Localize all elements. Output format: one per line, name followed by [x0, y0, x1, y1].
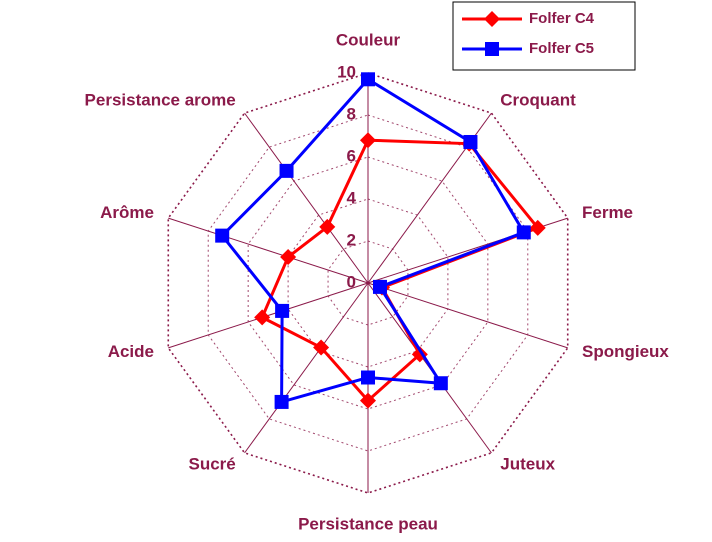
category-label: Sucré [188, 455, 235, 474]
grid-ring [167, 72, 569, 494]
marker [529, 219, 546, 236]
marker [254, 309, 271, 326]
category-label: Spongieux [582, 342, 669, 361]
grid-ring [207, 114, 529, 452]
marker [279, 163, 294, 178]
marker [485, 42, 499, 56]
category-label: Ferme [582, 203, 633, 222]
marker [361, 370, 375, 385]
category-label: Persistance peau [298, 514, 438, 533]
r-tick-label: 6 [347, 146, 356, 165]
r-tick-label: 10 [337, 62, 356, 81]
marker [274, 394, 289, 409]
category-label: Couleur [336, 30, 401, 49]
marker [463, 134, 478, 149]
r-tick-label: 4 [347, 188, 357, 207]
category-label: Juteux [500, 455, 555, 474]
category-label: Croquant [500, 90, 576, 109]
legend-label: Folfer C5 [529, 40, 594, 57]
series-line [220, 77, 526, 404]
marker [516, 225, 531, 240]
legend-box [452, 1, 636, 71]
marker [360, 132, 376, 149]
category-label: Arôme [100, 203, 154, 222]
category-label: Persistance arome [85, 90, 236, 109]
marker [215, 228, 230, 243]
marker [372, 279, 387, 294]
marker [280, 249, 297, 266]
axis-spoke [244, 112, 369, 284]
legend-label: Folfer C4 [529, 10, 595, 27]
r-tick-label: 2 [347, 230, 356, 249]
axis-spoke [367, 282, 568, 349]
grid-ring [327, 240, 409, 326]
marker [360, 392, 376, 409]
grid-ring [287, 198, 449, 368]
marker [313, 339, 330, 356]
series-line [260, 138, 541, 403]
marker [361, 72, 375, 87]
marker [275, 303, 290, 318]
marker [433, 376, 448, 391]
r-tick-label: 0 [347, 272, 356, 291]
axis-spoke [168, 217, 369, 284]
axis-spoke [244, 282, 369, 454]
marker [319, 218, 336, 235]
r-tick-label: 8 [347, 104, 356, 123]
marker [484, 11, 500, 27]
category-label: Acide [108, 342, 154, 361]
